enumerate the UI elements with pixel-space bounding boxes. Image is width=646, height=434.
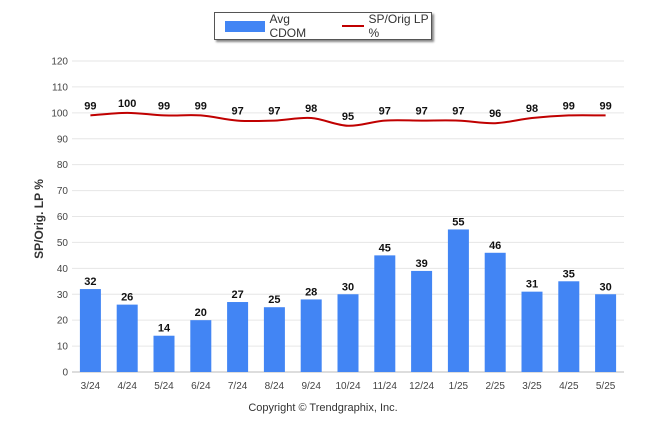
legend-item-line[interactable]: SP/Orig LP % xyxy=(332,12,431,40)
bar xyxy=(374,255,396,372)
bar-data-label: 32 xyxy=(84,276,96,288)
legend: Avg CDOM SP/Orig LP % xyxy=(214,12,432,40)
y-axis-label: SP/Orig. LP % xyxy=(32,179,46,259)
line-data-labels: 99 100 99 99 97 97 98 95 97 97 97 96 98 99 99 xyxy=(84,98,611,123)
bar xyxy=(447,229,469,372)
x-tick-label: 1/25 xyxy=(449,381,469,392)
line-path xyxy=(90,111,606,127)
bar-data-label: 28 xyxy=(305,286,317,298)
bar xyxy=(227,302,249,372)
bar xyxy=(484,252,506,372)
y-tick-label: 20 xyxy=(57,316,69,327)
x-tick-label: 11/24 xyxy=(373,381,398,392)
legend-swatch-line xyxy=(341,25,364,27)
bar xyxy=(595,294,617,372)
bar xyxy=(411,270,433,372)
y-tick-label: 0 xyxy=(62,368,68,379)
bar-data-label: 14 xyxy=(158,323,171,335)
bar xyxy=(153,335,175,372)
copyright-text: Copyright © Trendgraphix, Inc. xyxy=(248,402,398,414)
y-tick-label: 10 xyxy=(57,342,69,353)
bar-data-label: 45 xyxy=(379,242,391,254)
line-data-label: 98 xyxy=(305,103,317,115)
x-tick-label: 9/24 xyxy=(301,381,321,392)
bar-data-label: 30 xyxy=(342,281,354,293)
y-tick-label: 40 xyxy=(57,264,69,275)
bar-data-label: 39 xyxy=(415,258,427,270)
bar-data-label: 31 xyxy=(526,279,538,291)
bar-series xyxy=(79,229,617,372)
x-tick-labels: 3/24 4/24 5/24 6/24 7/24 8/24 9/24 10/24 11/24 12… xyxy=(81,381,616,392)
x-tick-label: 10/24 xyxy=(335,381,360,392)
line-series xyxy=(90,111,606,127)
bar-data-label: 25 xyxy=(268,294,280,306)
line-data-label: 97 xyxy=(268,106,280,118)
x-tick-label: 3/25 xyxy=(522,381,542,392)
bar-data-label: 20 xyxy=(195,307,207,319)
grid-lines xyxy=(72,60,624,373)
x-tick-label: 7/24 xyxy=(228,381,248,392)
line-data-label: 96 xyxy=(489,108,501,120)
bar-data-labels: 32 26 14 20 27 25 28 30 45 39 55 46 31 35 30 xyxy=(84,216,611,334)
x-tick-label: 8/24 xyxy=(265,381,285,392)
line-data-label: 99 xyxy=(599,100,611,112)
bar xyxy=(337,294,359,372)
x-tick-label: 5/24 xyxy=(154,381,174,392)
y-tick-label: 50 xyxy=(57,238,69,249)
line-data-label: 99 xyxy=(563,100,575,112)
y-tick-label: 30 xyxy=(57,290,69,301)
y-tick-label: 60 xyxy=(57,212,69,223)
y-tick-label: 90 xyxy=(57,134,69,145)
y-tick-label: 70 xyxy=(57,186,69,197)
bar xyxy=(79,289,101,372)
bar xyxy=(300,299,322,372)
line-data-label: 98 xyxy=(526,103,538,115)
bar xyxy=(190,320,212,372)
bar-data-label: 46 xyxy=(489,240,501,252)
y-tick-label: 80 xyxy=(57,160,69,171)
y-tick-label: 110 xyxy=(52,82,68,93)
bar-data-label: 30 xyxy=(599,281,611,293)
x-tick-label: 5/25 xyxy=(596,381,616,392)
legend-label-line: SP/Orig LP % xyxy=(368,12,429,40)
x-tick-label: 4/25 xyxy=(559,381,579,392)
y-tick-label: 100 xyxy=(51,108,68,119)
x-tick-label: 12/24 xyxy=(409,381,434,392)
legend-item-bar[interactable]: Avg CDOM xyxy=(225,12,322,40)
x-tick-label: 3/24 xyxy=(81,381,101,392)
bar xyxy=(263,307,285,372)
line-data-label: 100 xyxy=(118,98,136,110)
line-data-label: 97 xyxy=(452,106,464,118)
bar-data-label: 27 xyxy=(231,289,243,301)
line-data-label: 97 xyxy=(231,106,243,118)
line-data-label: 95 xyxy=(342,111,354,123)
line-data-label: 99 xyxy=(195,100,207,112)
bar xyxy=(116,304,138,372)
legend-label-bar: Avg CDOM xyxy=(269,12,307,40)
y-tick-label: 120 xyxy=(51,57,68,68)
bar xyxy=(521,291,543,372)
line-data-label: 97 xyxy=(415,106,427,118)
bar-data-label: 55 xyxy=(452,216,464,228)
x-tick-label: 2/25 xyxy=(485,381,505,392)
legend-swatch-bar xyxy=(225,20,266,32)
x-tick-label: 4/24 xyxy=(117,381,137,392)
line-data-label: 99 xyxy=(158,100,170,112)
x-tick-label: 6/24 xyxy=(191,381,211,392)
bar-data-label: 35 xyxy=(563,268,575,280)
bar-data-label: 26 xyxy=(121,292,133,304)
line-data-label: 99 xyxy=(84,100,96,112)
line-data-label: 97 xyxy=(379,106,391,118)
y-tick-labels: 0 10 20 30 40 50 60 70 80 90 100 110 120 xyxy=(51,57,68,379)
bar xyxy=(558,281,580,372)
